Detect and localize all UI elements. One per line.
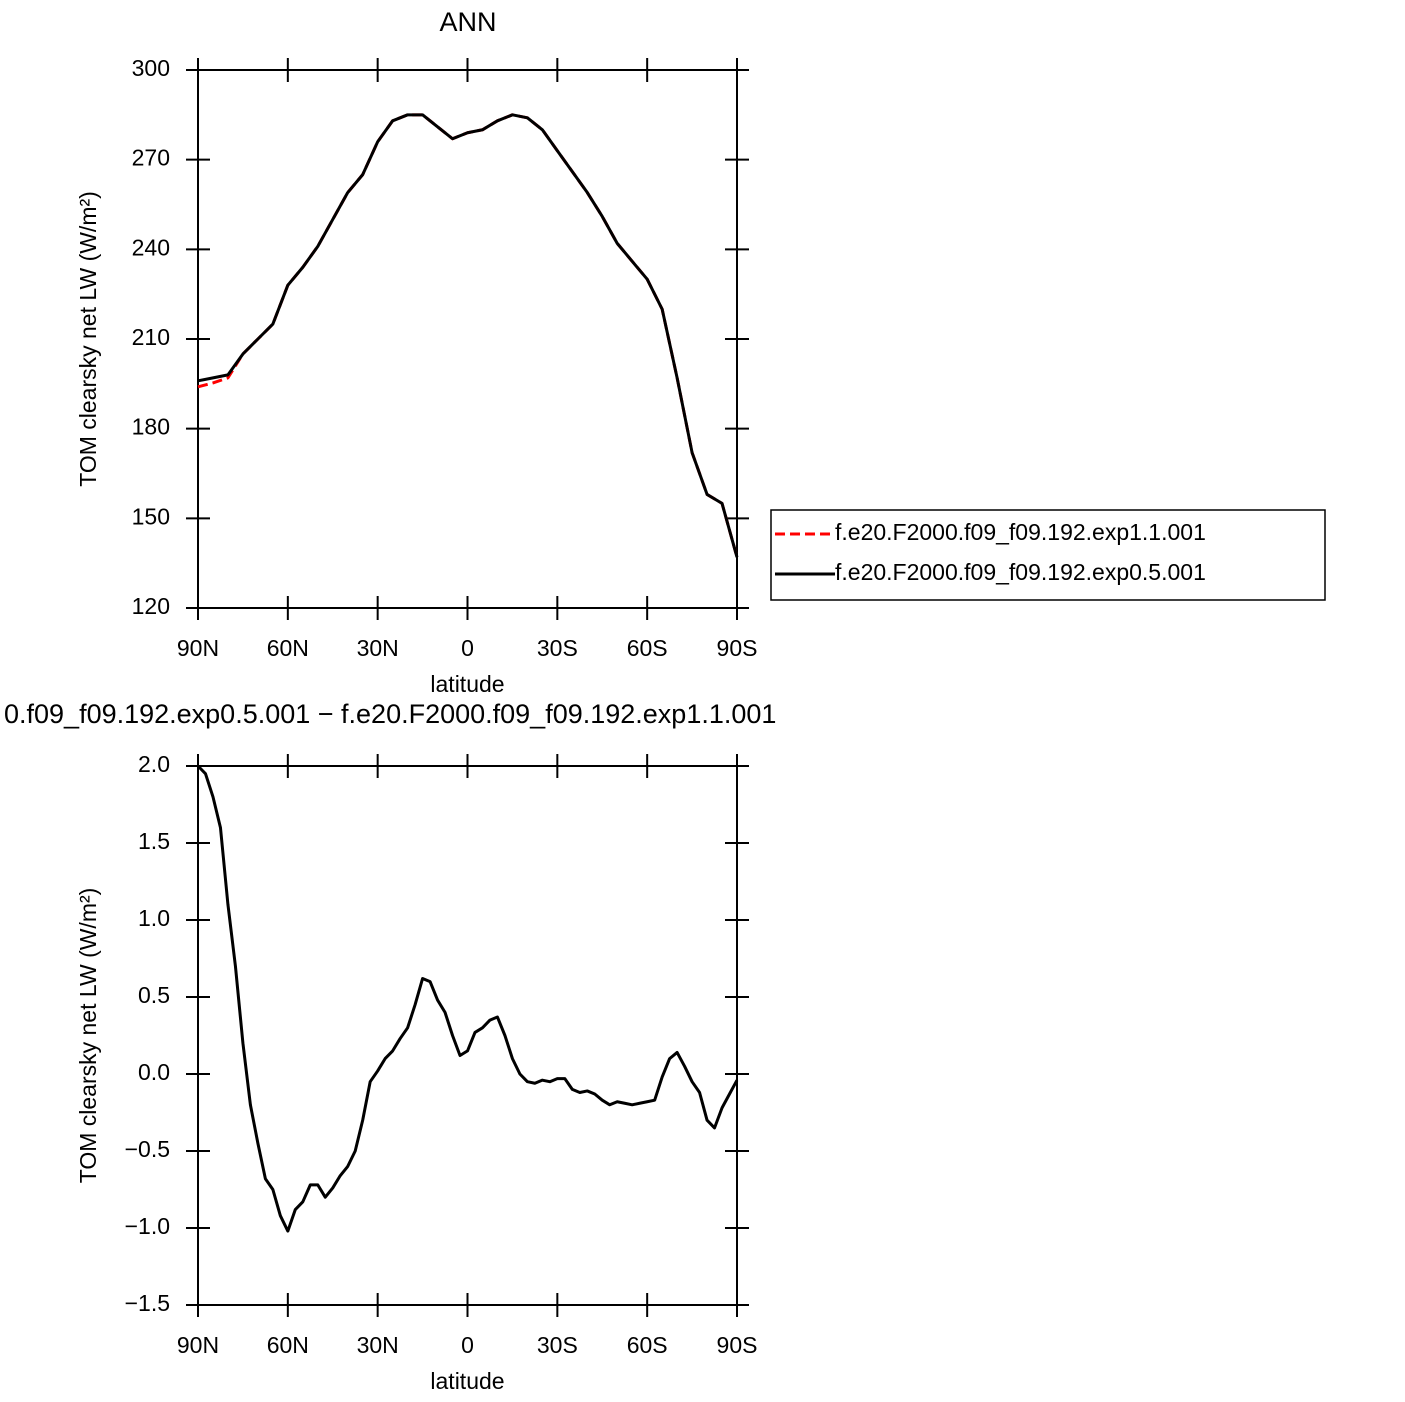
x-tick-label: 0 [461,635,474,661]
y-tick-label: 1.5 [138,828,170,854]
x-tick-label: 0 [461,1332,474,1358]
plot-frame [197,69,738,609]
x-tick-label: 30S [537,1332,578,1358]
legend: f.e20.F2000.f09_f09.192.exp1.1.001 f.e20.… [770,509,1326,601]
legend-label: f.e20.F2000.f09_f09.192.exp1.1.001 [835,519,1206,545]
y-tick-label: 180 [132,414,170,440]
y-tick-label: 0.0 [138,1059,170,1085]
x-tick-label: 60S [627,635,668,661]
chart-title: ANN [439,7,496,37]
x-tick-label: 90S [717,635,758,661]
y-tick-label: 0.5 [138,982,170,1008]
x-tick-label: 60N [267,635,309,661]
data-line [197,113,739,558]
x-tick-label: 60S [627,1332,668,1358]
legend-box [770,509,1326,601]
data-line [196,764,739,1233]
y-tick-label: −1.5 [125,1290,170,1316]
y-tick-label: 240 [132,234,170,260]
x-tick-label: 90N [177,635,219,661]
y-axis-label: TOM clearsky net LW (W/m²) [75,888,101,1184]
y-tick-label: 150 [132,503,170,529]
y-tick-label: 270 [132,145,170,171]
y-tick-label: 1.0 [138,905,170,931]
y-tick-label: 2.0 [138,751,170,777]
x-axis-label: latitude [430,671,504,697]
y-tick-label: −1.0 [125,1213,170,1239]
x-tick-label: 30S [537,635,578,661]
legend-label: f.e20.F2000.f09_f09.192.exp0.5.001 [835,559,1206,585]
y-tick-label: 210 [132,324,170,350]
y-tick-label: 300 [132,55,170,81]
plot-frame [197,765,738,1306]
x-axis-label: latitude [430,1368,504,1394]
data-line [197,113,739,558]
x-tick-label: 90S [717,1332,758,1358]
y-tick-label: 120 [132,593,170,619]
chart-title: 0.f09_f09.192.exp0.5.001 − f.e20.F2000.f… [4,699,776,729]
x-tick-label: 60N [267,1332,309,1358]
y-tick-label: −0.5 [125,1136,170,1162]
x-tick-label: 90N [177,1332,219,1358]
y-axis-label: TOM clearsky net LW (W/m²) [75,191,101,487]
x-tick-label: 30N [357,1332,399,1358]
x-tick-label: 30N [357,635,399,661]
